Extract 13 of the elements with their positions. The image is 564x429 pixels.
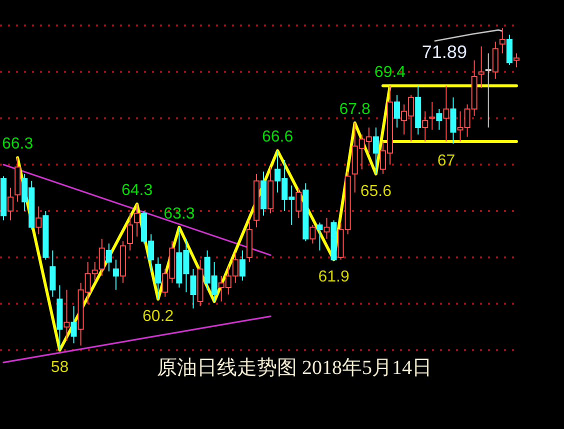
data-label: 69.4: [374, 64, 406, 81]
data-label: 64.3: [121, 182, 153, 200]
data-label: 67: [437, 152, 456, 170]
data-label: 61.9: [318, 268, 350, 286]
data-label: 66.3: [2, 136, 34, 153]
annotation: 71.89: [422, 42, 467, 62]
data-label: 65.6: [360, 182, 392, 200]
data-label: 67.8: [339, 100, 371, 118]
text: 原油日线走势图 2018年5月14日: [157, 356, 432, 381]
data-label: 63.3: [164, 205, 195, 222]
data-label: 60.2: [142, 308, 174, 326]
data-label: 58: [50, 359, 69, 376]
data-label: 66.6: [262, 128, 294, 146]
